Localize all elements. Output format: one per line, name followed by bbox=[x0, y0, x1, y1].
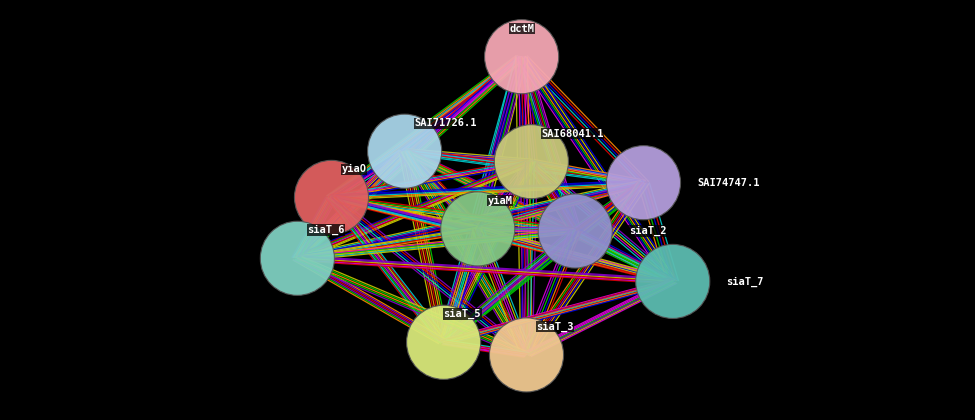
Ellipse shape bbox=[489, 318, 564, 392]
Text: siaT_7: siaT_7 bbox=[726, 276, 763, 286]
Ellipse shape bbox=[441, 192, 515, 266]
Text: yiaM: yiaM bbox=[488, 196, 513, 206]
Text: siaT_2: siaT_2 bbox=[629, 226, 666, 236]
Text: yiaO: yiaO bbox=[341, 164, 367, 174]
Ellipse shape bbox=[606, 146, 681, 220]
Ellipse shape bbox=[485, 20, 559, 94]
Text: SAI74747.1: SAI74747.1 bbox=[697, 178, 760, 188]
Text: SAI68041.1: SAI68041.1 bbox=[541, 129, 604, 139]
Text: siaT_6: siaT_6 bbox=[307, 225, 344, 235]
Ellipse shape bbox=[260, 221, 334, 295]
Ellipse shape bbox=[636, 244, 710, 318]
Text: SAI71726.1: SAI71726.1 bbox=[414, 118, 477, 128]
Text: dctM: dctM bbox=[509, 24, 534, 34]
Ellipse shape bbox=[494, 125, 568, 199]
Text: siaT_5: siaT_5 bbox=[444, 309, 481, 319]
Text: siaT_3: siaT_3 bbox=[536, 322, 573, 332]
Ellipse shape bbox=[538, 194, 612, 268]
Ellipse shape bbox=[294, 160, 369, 234]
Ellipse shape bbox=[368, 114, 442, 188]
Ellipse shape bbox=[407, 305, 481, 379]
